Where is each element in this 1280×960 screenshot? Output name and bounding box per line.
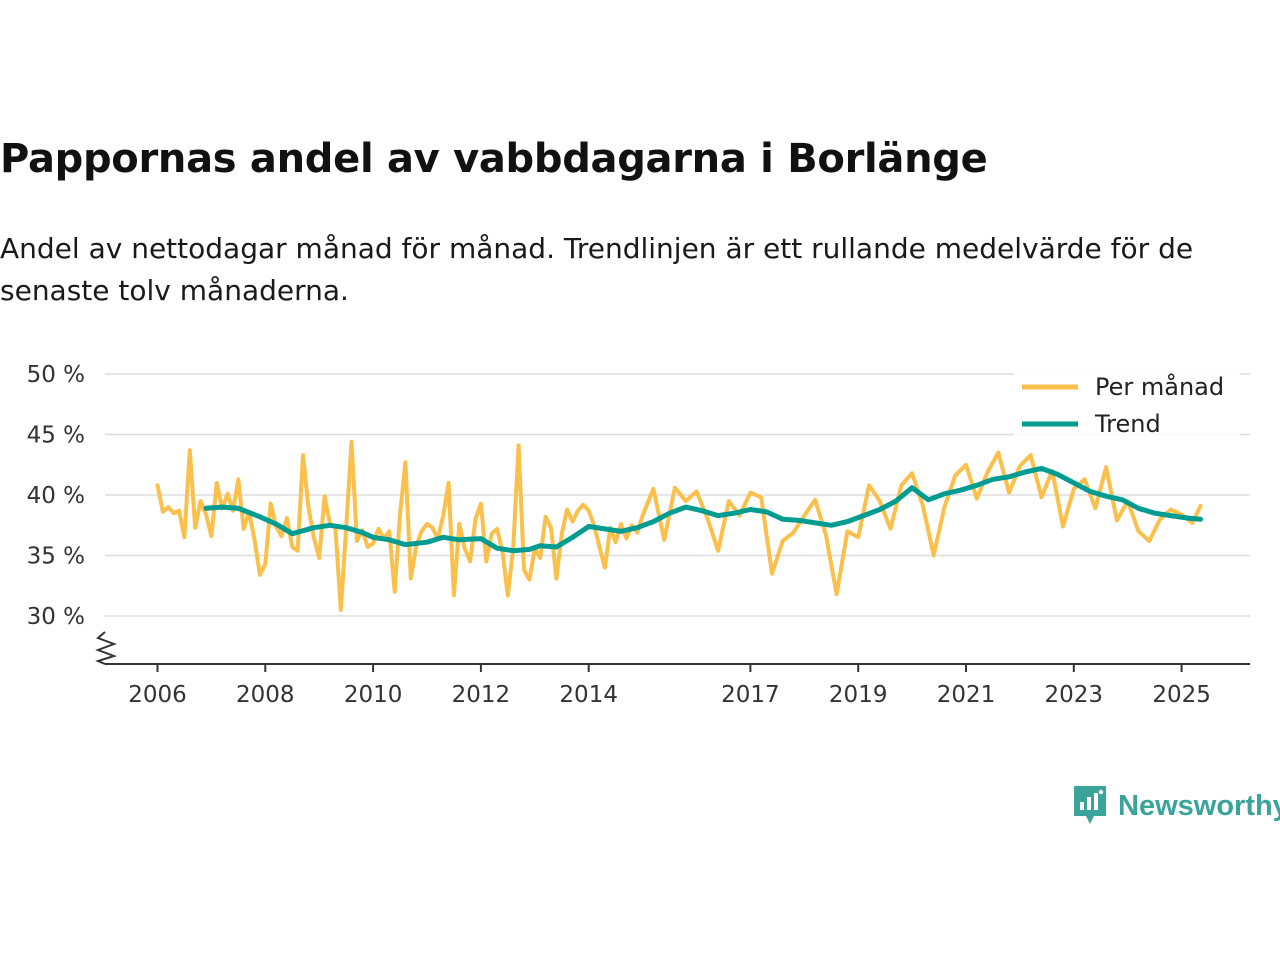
y-tick-label: 45 % [27, 423, 85, 449]
x-tick-label: 2010 [344, 682, 403, 708]
brand-name: Newsworthy [1118, 789, 1280, 822]
x-tick-label: 2012 [452, 682, 511, 708]
legend-label: Trend [1094, 410, 1161, 438]
line-chart: 30 % 35 % 40 % 45 % 50 % 2006 2008 2010 2012 201… [27, 362, 1250, 708]
x-tick-label: 2021 [937, 682, 996, 708]
series-line-per-manad [155, 439, 1203, 612]
legend: Per månad Trend [1014, 368, 1240, 438]
chart-title: Pappornas andel av vabbdagarna i Borläng… [0, 136, 988, 182]
newsworthy-logo-icon [1074, 786, 1106, 824]
x-tick-label: 2006 [128, 682, 187, 708]
y-tick-label: 40 % [27, 483, 85, 509]
y-axis-ticks: 30 % 35 % 40 % 45 % 50 % [27, 362, 85, 630]
x-axis: 2006 2008 2010 2012 2014 2017 2019 2021 2023 2025 [95, 631, 1250, 708]
chart-subtitle: Andel av nettodagar månad för månad. Tre… [0, 232, 1194, 307]
x-tick-label: 2017 [721, 682, 780, 708]
x-tick-label: 2019 [829, 682, 888, 708]
brand-logo: Newsworthy [1072, 784, 1280, 828]
x-tick-label: 2014 [559, 682, 618, 708]
legend-label: Per månad [1095, 372, 1224, 401]
x-tick-label: 2008 [236, 682, 295, 708]
y-tick-label: 30 % [27, 604, 85, 630]
x-tick-label: 2023 [1045, 682, 1104, 708]
series-line-trend [203, 465, 1203, 554]
x-tick-label: 2025 [1152, 682, 1211, 708]
axis-break-icon [95, 631, 118, 665]
y-tick-label: 50 % [27, 362, 85, 388]
y-tick-label: 35 % [27, 544, 85, 570]
series-lines [155, 439, 1203, 612]
